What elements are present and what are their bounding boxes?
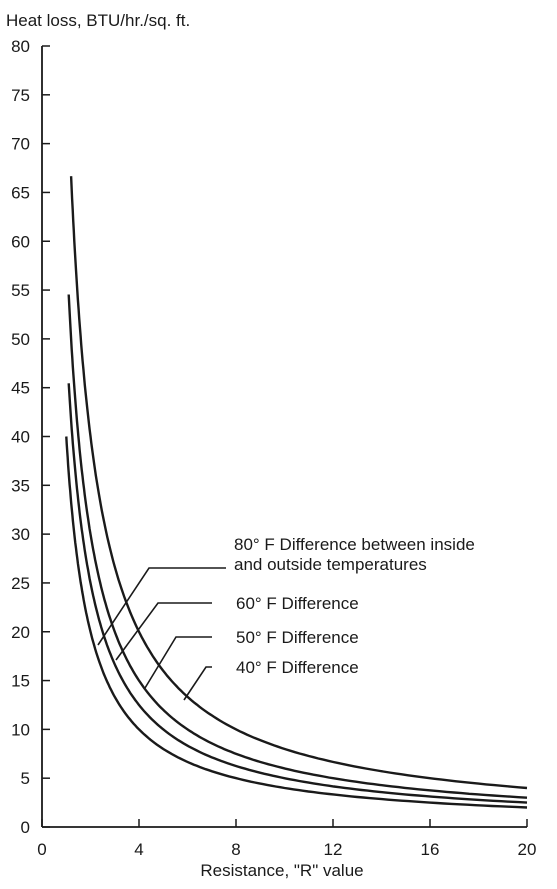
annotation-leaders [97,567,226,701]
y-tick-label: 75 [11,86,30,105]
y-tick-label: 60 [11,232,30,251]
y-tick-label: 55 [11,281,30,300]
y-axis-ticks: 0 5 10 15 20 25 30 35 40 45 50 55 60 65 70 75 80 [11,37,50,837]
y-tick-label: 70 [11,135,30,154]
y-tick-label: 20 [11,623,30,642]
annotation-label: 50° F Difference [236,628,359,647]
curve-80f [69,176,528,790]
y-tick-label: 45 [11,379,30,398]
x-tick-label: 0 [37,840,46,859]
annotation-label: and outside temperatures [234,555,427,574]
x-tick-label: 4 [134,840,143,859]
y-tick-label: 10 [11,720,30,739]
y-axis-title: Heat loss, BTU/hr./sq. ft. [6,11,190,30]
annotation-label: 40° F Difference [236,658,359,677]
curve-50f [67,383,528,804]
y-tick-label: 65 [11,183,30,202]
leader-line-40f [183,666,212,701]
leader-line-60f [115,602,212,661]
y-tick-label: 80 [11,37,30,56]
y-tick-label: 35 [11,476,30,495]
x-axis-title: Resistance, "R" value [200,861,363,880]
heat-loss-curves [65,176,528,809]
y-tick-label: 40 [11,428,30,447]
curve-40f [65,436,528,809]
leader-line-80f [97,567,226,646]
annotation-label: 60° F Difference [236,594,359,613]
curve-60f [67,294,528,799]
x-tick-label: 16 [421,840,440,859]
annotation-label: 80° F Difference between inside [234,535,475,554]
y-tick-label: 25 [11,574,30,593]
y-tick-label: 15 [11,672,30,691]
y-tick-label: 5 [21,769,30,788]
x-tick-label: 12 [324,840,343,859]
x-tick-label: 20 [518,840,537,859]
leader-line-50f [144,636,212,689]
y-tick-label: 50 [11,330,30,349]
x-axis-ticks: 0 4 8 12 16 20 [37,819,536,859]
y-tick-label: 0 [21,818,30,837]
y-tick-label: 30 [11,525,30,544]
x-tick-label: 8 [231,840,240,859]
